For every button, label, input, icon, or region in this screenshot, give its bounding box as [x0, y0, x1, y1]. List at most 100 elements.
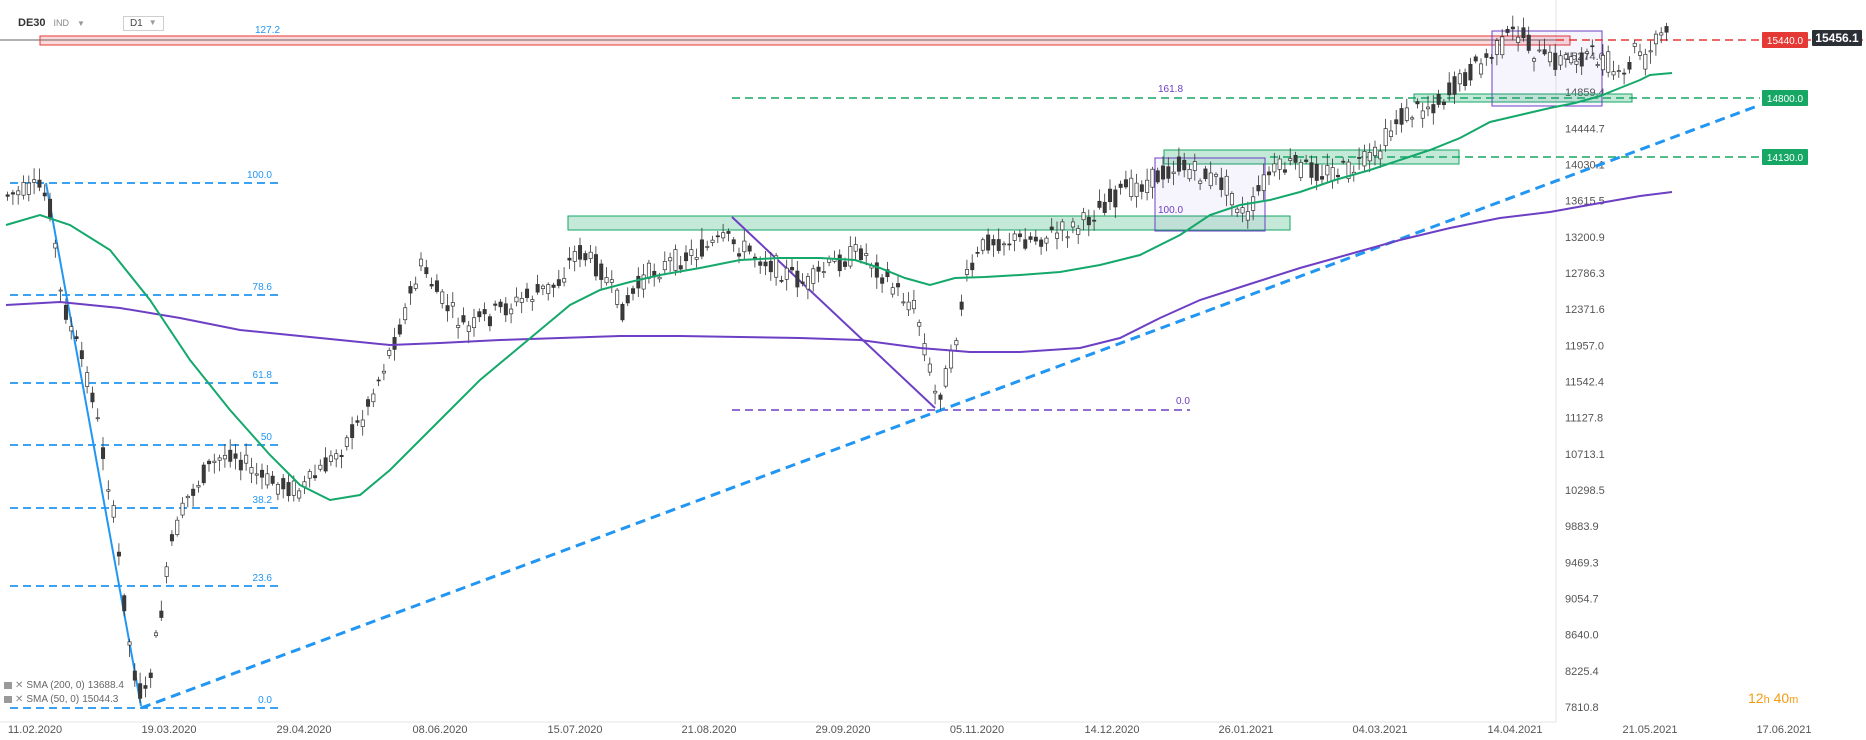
- candle-body: [1600, 55, 1605, 71]
- candle-body: [122, 595, 127, 612]
- price-label-bg: [1812, 30, 1862, 46]
- fib-label: 38.2: [253, 495, 273, 506]
- candle-body: [37, 179, 42, 188]
- candle-body: [774, 255, 779, 278]
- candle-body: [864, 253, 869, 256]
- candle-body: [933, 390, 938, 394]
- fib-label: 78.6: [253, 282, 273, 293]
- candle-body: [482, 309, 487, 315]
- candle-body: [297, 490, 302, 499]
- candle-body: [185, 495, 190, 499]
- candle-body: [1028, 236, 1033, 240]
- fib-label-purple: 161.8: [1158, 84, 1183, 95]
- candle-body: [731, 239, 736, 245]
- candle-body: [848, 246, 853, 267]
- chevron-down-icon: ▼: [148, 17, 157, 27]
- close-icon[interactable]: ✕: [15, 694, 24, 705]
- candle-body: [593, 254, 598, 277]
- fib-label-purple: 0.0: [1176, 396, 1190, 407]
- candle-body: [1113, 189, 1118, 208]
- candle-body: [21, 182, 26, 196]
- settings-icon[interactable]: [4, 696, 12, 703]
- timer-m-unit: m: [1789, 694, 1799, 706]
- candle-body: [313, 475, 318, 479]
- candle-body: [1542, 49, 1547, 55]
- candle-body: [265, 473, 270, 486]
- candle-body: [1198, 180, 1203, 184]
- candle-body: [1441, 101, 1446, 106]
- candle-body: [1383, 128, 1388, 147]
- candle-body: [1648, 50, 1653, 53]
- legend-label: SMA (200, 0): [26, 680, 85, 691]
- x-tick-label: 04.03.2021: [1352, 724, 1407, 736]
- candle-body: [975, 252, 980, 254]
- candle-body: [546, 284, 551, 294]
- candle-body: [318, 464, 323, 470]
- chevron-down-icon[interactable]: ▼: [77, 18, 85, 28]
- candle-body: [1002, 243, 1007, 246]
- candle-body: [1134, 182, 1139, 197]
- legend-value: 15044.3: [82, 694, 119, 705]
- candle-body: [1479, 63, 1484, 75]
- candle-body: [572, 251, 577, 262]
- candle-body: [551, 284, 556, 288]
- candle-body: [779, 280, 784, 282]
- candle-body: [16, 190, 21, 196]
- candle-body: [1632, 42, 1637, 47]
- candle-body: [286, 482, 291, 497]
- candle-body: [1500, 36, 1505, 56]
- candle-body: [260, 469, 265, 478]
- candle-body: [440, 291, 445, 304]
- candle-body: [1298, 162, 1303, 178]
- y-tick-label: 13200.9: [1565, 232, 1605, 244]
- candle-body: [805, 276, 810, 290]
- candle-body: [148, 672, 153, 678]
- timeframe-select[interactable]: D1 ▼: [122, 15, 164, 31]
- candle-body: [673, 249, 678, 271]
- candle-body: [1357, 157, 1362, 159]
- candle-body: [519, 298, 524, 303]
- candle-body: [1558, 55, 1563, 66]
- candle-body: [69, 326, 74, 332]
- candle-body: [880, 277, 885, 284]
- candle-body: [620, 304, 625, 321]
- settings-icon[interactable]: [4, 682, 12, 689]
- candle-body: [837, 254, 842, 272]
- candle-body: [1638, 51, 1643, 56]
- legend-sma200[interactable]: ✕ SMA (200, 0) 13688.4: [4, 680, 124, 691]
- candle-body: [662, 261, 667, 271]
- candle-body: [196, 485, 201, 488]
- candle-body: [1616, 70, 1621, 72]
- candle-body: [1431, 104, 1436, 114]
- candle-body: [1595, 64, 1600, 67]
- candle-body: [1208, 172, 1213, 187]
- candle-body: [1494, 40, 1499, 55]
- fib-swing-line: [45, 182, 142, 707]
- y-tick-label: 12786.3: [1565, 268, 1605, 280]
- price-label-bg: [1762, 32, 1808, 48]
- candle-body: [970, 262, 975, 271]
- price-label-text: 15440.0: [1767, 36, 1804, 47]
- candle-body: [1240, 207, 1245, 214]
- candle-body: [1325, 165, 1330, 176]
- candle-body: [233, 453, 238, 459]
- y-tick-label: 14444.7: [1565, 123, 1605, 135]
- candle-body: [980, 239, 985, 251]
- y-tick-label: 11127.8: [1565, 413, 1603, 425]
- candle-body: [1388, 130, 1393, 137]
- legend-sma50[interactable]: ✕ SMA (50, 0) 15044.3: [4, 694, 118, 705]
- candle-body: [906, 301, 911, 311]
- candle-body: [1394, 119, 1399, 125]
- close-icon[interactable]: ✕: [15, 680, 24, 691]
- candle-body: [1065, 236, 1070, 239]
- candle-body: [456, 324, 461, 328]
- candle-body: [1320, 176, 1325, 180]
- candle-body: [249, 467, 254, 474]
- candle-body: [1622, 72, 1627, 75]
- candle-body: [636, 275, 641, 289]
- candle-body: [1176, 156, 1181, 172]
- candle-body: [896, 283, 901, 288]
- x-tick-label: 29.04.2020: [276, 724, 331, 736]
- candle-body: [901, 301, 906, 304]
